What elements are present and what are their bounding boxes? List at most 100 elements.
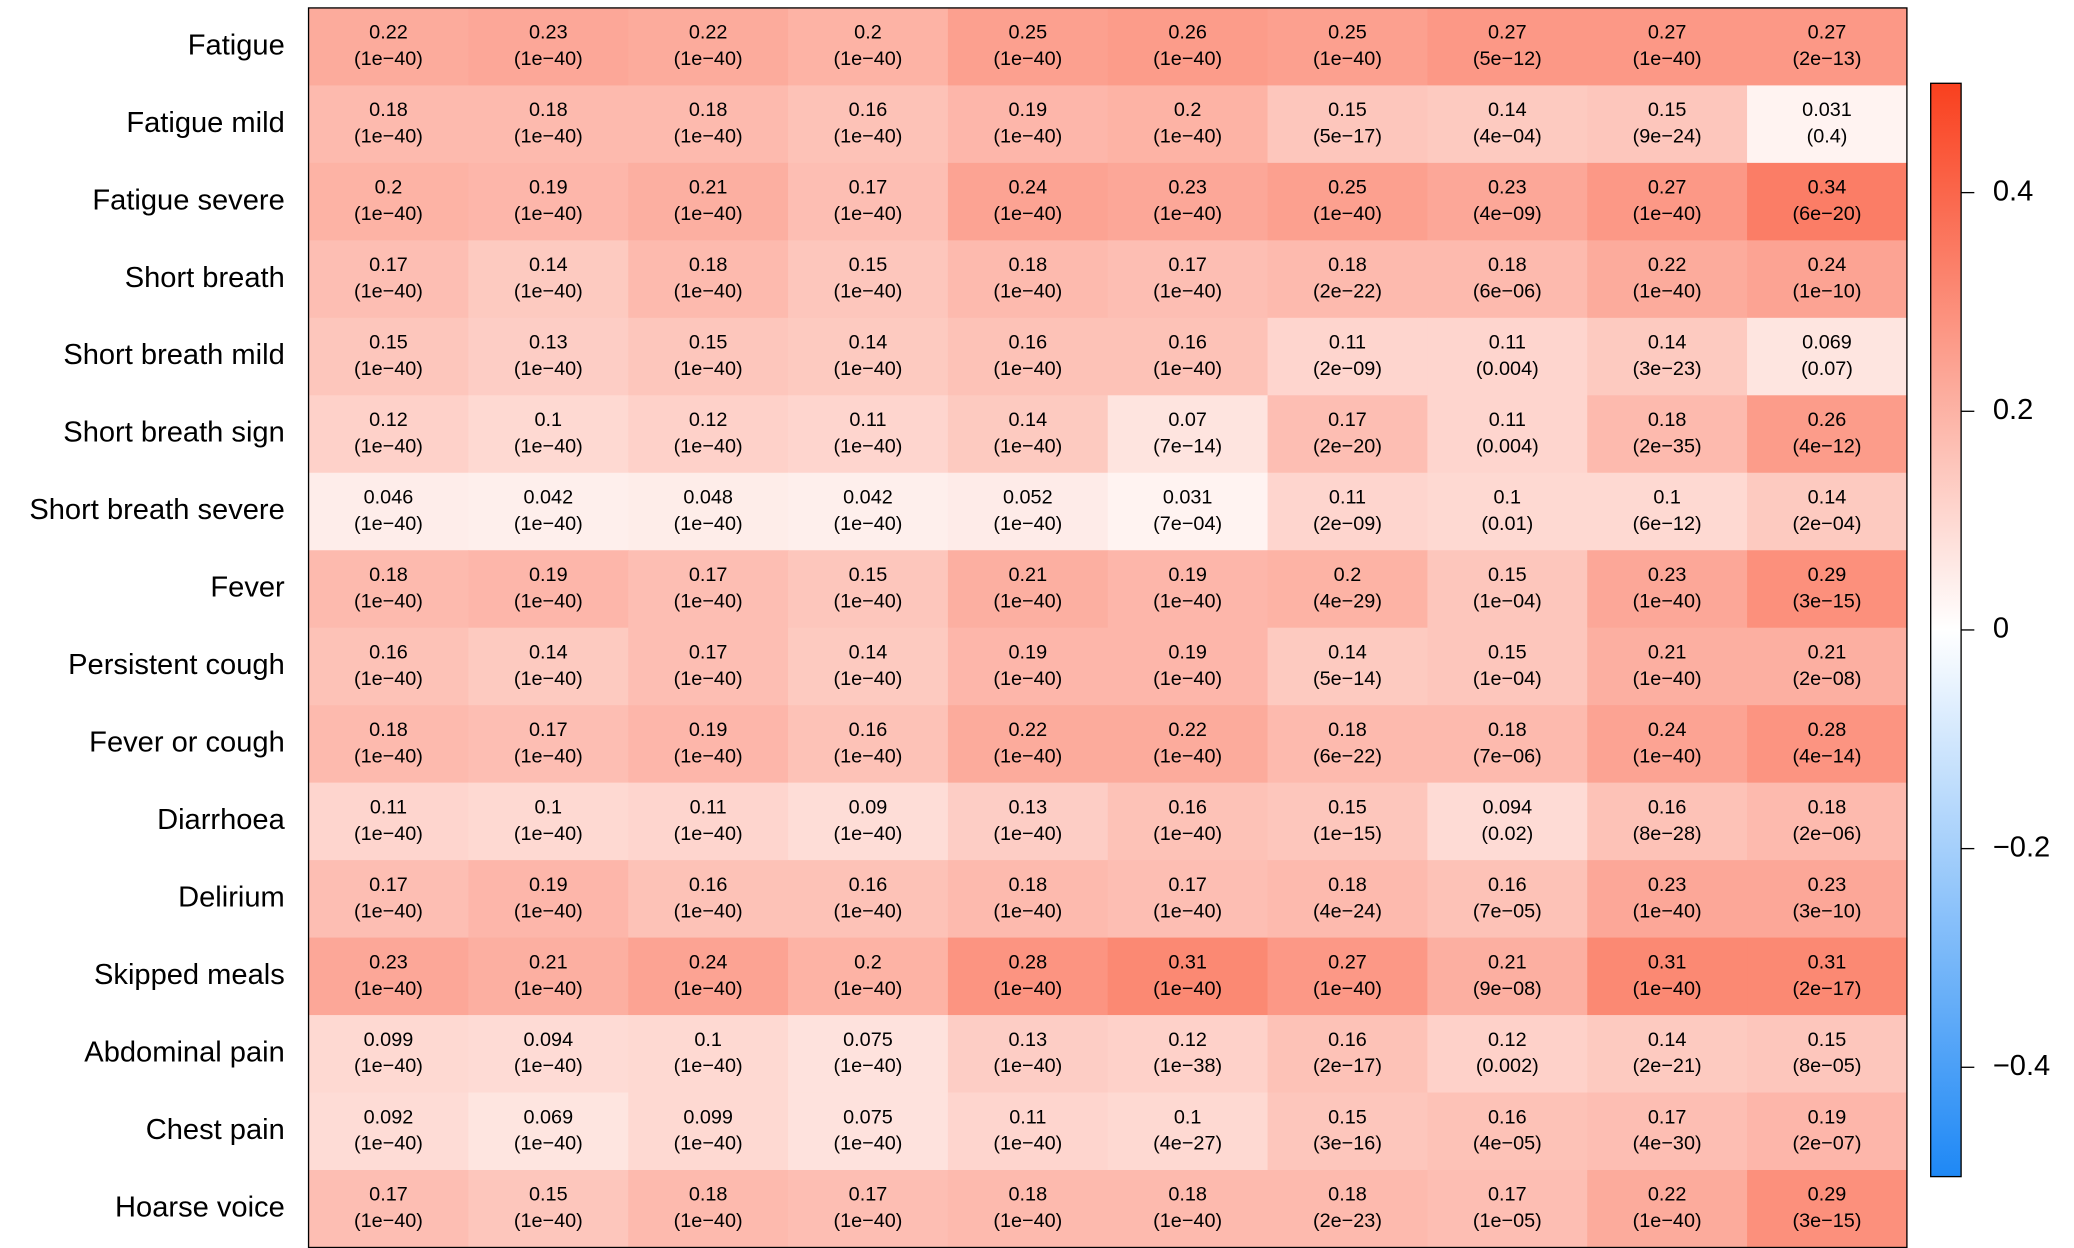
heatmap-cell [788, 1170, 949, 1248]
cell-value-label: 0.09 [849, 796, 888, 818]
heatmap-cell [788, 85, 949, 164]
cell-p-label: (1e−40) [514, 435, 583, 457]
cell-p-label: (1e−40) [674, 281, 743, 303]
cell-p-label: (1e−40) [993, 203, 1062, 225]
heatmap-cell [788, 782, 949, 861]
heatmap-cell [468, 240, 629, 319]
cell-value-label: 0.17 [849, 1184, 888, 1206]
heatmap-cell [1267, 1092, 1429, 1171]
cell-value-label: 0.25 [1328, 22, 1367, 44]
cell-value-label: 0.16 [849, 874, 888, 896]
cell-value-label: 0.2 [375, 177, 403, 199]
heatmap-cell [1587, 782, 1748, 861]
heatmap-cell [1587, 937, 1748, 1016]
heatmap-cell [1427, 782, 1588, 861]
row-label: Fever or cough [89, 727, 285, 759]
heatmap-cell [947, 317, 1109, 396]
cell-p-label: (1e−40) [354, 1133, 423, 1155]
cell-p-label: (7e−05) [1473, 900, 1542, 922]
cell-p-label: (6e−20) [1793, 203, 1862, 225]
cell-p-label: (1e−40) [1313, 48, 1382, 70]
heatmap-cell [947, 1015, 1109, 1094]
cell-p-label: (4e−24) [1313, 900, 1382, 922]
heatmap-cell [1267, 627, 1429, 706]
cell-value-label: 0.19 [529, 874, 568, 896]
cell-p-label: (1e−40) [834, 823, 903, 845]
cell-p-label: (0.002) [1476, 1055, 1539, 1077]
heatmap-cell [1427, 1015, 1588, 1094]
heatmap-cell [947, 705, 1109, 784]
cell-value-label: 0.23 [1168, 177, 1207, 199]
heatmap-cell [628, 472, 789, 551]
heatmap-cell [1427, 240, 1588, 319]
heatmap-cell [947, 937, 1109, 1016]
heatmap-cell [628, 782, 789, 861]
cell-p-label: (1e−40) [834, 745, 903, 767]
heatmap-cell [1747, 7, 1908, 87]
row-label: Hoarse voice [115, 1191, 285, 1223]
cell-p-label: (1e−40) [993, 1210, 1062, 1232]
cell-p-label: (1e−40) [354, 48, 423, 70]
cell-value-label: 0.14 [529, 254, 568, 276]
cell-value-label: 0.11 [1329, 332, 1366, 354]
cell-value-label: 0.27 [1648, 22, 1687, 44]
cell-p-label: (1e−40) [1633, 48, 1702, 70]
cell-p-label: (4e−14) [1793, 745, 1862, 767]
cell-p-label: (1e−40) [1153, 900, 1222, 922]
cell-value-label: 0.16 [369, 641, 408, 663]
heatmap-cell [1107, 240, 1269, 319]
cell-p-label: (9e−08) [1473, 978, 1542, 1000]
heatmap-cell [308, 1015, 470, 1094]
cell-value-label: 0.11 [1489, 332, 1526, 354]
heatmap-cell [1427, 162, 1588, 242]
cell-value-label: 0.18 [1328, 254, 1367, 276]
heatmap-cell [628, 395, 789, 474]
heatmap-cell [947, 1092, 1109, 1171]
cell-value-label: 0.16 [1009, 332, 1048, 354]
heatmap-cell [1587, 7, 1748, 87]
heatmap-cell [947, 860, 1109, 939]
cell-p-label: (3e−23) [1633, 358, 1702, 380]
cell-p-label: (1e−40) [354, 358, 423, 380]
heatmap-cell [308, 1170, 470, 1248]
cell-p-label: (1e−40) [993, 900, 1062, 922]
cell-value-label: 0.23 [1808, 874, 1847, 896]
heatmap-cell [788, 705, 949, 784]
cell-value-label: 0.27 [1648, 177, 1687, 199]
heatmap-cell [628, 1170, 789, 1248]
cell-value-label: 0.17 [1168, 874, 1207, 896]
cell-value-label: 0.15 [1328, 1106, 1367, 1128]
cell-value-label: 0.1 [694, 1029, 722, 1051]
cell-value-label: 0.12 [369, 409, 408, 431]
cell-value-label: 0.21 [1009, 564, 1048, 586]
cell-p-label: (1e−40) [993, 590, 1062, 612]
cell-p-label: (1e−40) [834, 1055, 903, 1077]
cell-p-label: (1e−40) [674, 203, 743, 225]
heatmap-cell [308, 472, 470, 551]
heatmap-cell [1267, 782, 1429, 861]
cell-value-label: 0.26 [1808, 409, 1847, 431]
heatmap-cell [1587, 1015, 1748, 1094]
heatmap-cell [628, 705, 789, 784]
heatmap-cell [947, 240, 1109, 319]
cell-p-label: (1e−40) [354, 900, 423, 922]
heatmap-cell [1427, 1170, 1588, 1248]
cell-value-label: 0.042 [843, 487, 893, 509]
cell-p-label: (7e−04) [1153, 513, 1222, 535]
cell-value-label: 0.17 [369, 1184, 408, 1206]
cell-value-label: 0.15 [1808, 1029, 1847, 1051]
cell-value-label: 0.18 [689, 1184, 728, 1206]
heatmap-cell [308, 7, 470, 87]
heatmap-cell [1427, 7, 1588, 87]
cell-p-label: (1e−40) [514, 203, 583, 225]
cell-p-label: (4e−27) [1153, 1133, 1222, 1155]
cell-value-label: 0.19 [1009, 99, 1048, 121]
cell-value-label: 0.16 [1328, 1029, 1367, 1051]
cell-value-label: 0.17 [1648, 1106, 1687, 1128]
heatmap-cell [1587, 550, 1748, 629]
cell-p-label: (0.07) [1801, 358, 1853, 380]
cell-p-label: (1e−40) [1313, 203, 1382, 225]
heatmap-cell [468, 1170, 629, 1248]
cell-p-label: (1e−40) [834, 48, 903, 70]
cell-value-label: 0.13 [1009, 796, 1048, 818]
